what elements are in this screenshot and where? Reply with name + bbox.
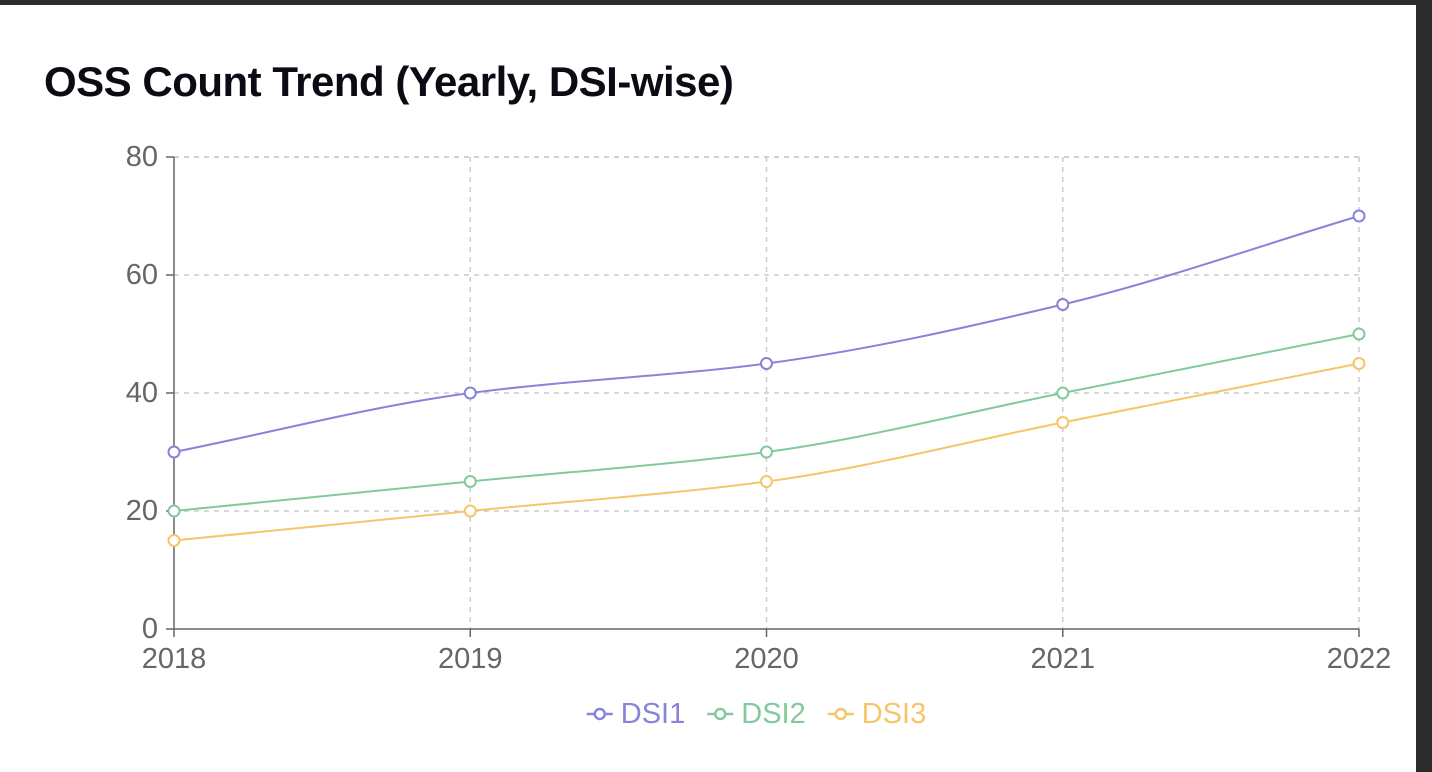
data-point-dsi3[interactable] (1056, 416, 1070, 429)
legend-label: DSI3 (862, 698, 926, 730)
y-tick-label: 0 (142, 613, 158, 645)
data-point-dsi2[interactable] (463, 475, 477, 488)
legend[interactable]: DSI1 DSI2 DSI3 (586, 698, 926, 730)
legend-label: DSI2 (741, 698, 805, 730)
data-point-dsi1[interactable] (1352, 209, 1366, 223)
data-point-dsi2[interactable] (760, 445, 773, 459)
data-point-dsi2[interactable] (1056, 386, 1070, 400)
data-point-dsi3[interactable] (463, 504, 477, 518)
data-point-dsi3[interactable] (167, 534, 181, 547)
legend-icon (834, 707, 847, 721)
legend-item-dsi3[interactable]: DSI3 (827, 698, 926, 730)
data-point-dsi2[interactable] (1352, 327, 1366, 341)
data-point-dsi1[interactable] (760, 357, 773, 370)
x-tick-label: 2019 (438, 643, 503, 675)
series-lines (167, 209, 1366, 547)
grid-lines (174, 156, 1360, 629)
axes: 0 20 40 60 80 2018 2019 2020 2021 2022 (126, 141, 1392, 675)
x-tick-label: 2020 (734, 643, 799, 675)
chart-card (0, 5, 1416, 772)
legend-icon (593, 707, 607, 721)
x-tick-label: 2018 (142, 643, 207, 675)
series-dsi1 (167, 209, 1366, 459)
chart-title: OSS Count Trend (Yearly, DSI-wise) (44, 58, 734, 105)
legend-item-dsi1[interactable]: DSI1 (586, 698, 685, 730)
x-tick-label: 2022 (1327, 643, 1392, 675)
legend-label: DSI1 (621, 698, 685, 730)
y-tick-label: 40 (126, 377, 158, 409)
x-tick-label: 2021 (1030, 643, 1095, 675)
legend-icon (714, 707, 727, 721)
series-dsi2 (167, 327, 1366, 518)
data-point-dsi1[interactable] (1056, 298, 1070, 311)
y-tick-label: 80 (126, 141, 158, 173)
legend-item-dsi2[interactable]: DSI2 (707, 698, 806, 730)
data-point-dsi1[interactable] (167, 445, 181, 459)
y-tick-label: 60 (126, 259, 158, 291)
data-point-dsi2[interactable] (167, 504, 181, 518)
data-point-dsi3[interactable] (1352, 357, 1366, 370)
series-dsi3 (167, 357, 1366, 547)
data-point-dsi3[interactable] (760, 475, 773, 488)
data-point-dsi1[interactable] (463, 386, 477, 400)
y-tick-label: 20 (126, 495, 158, 527)
